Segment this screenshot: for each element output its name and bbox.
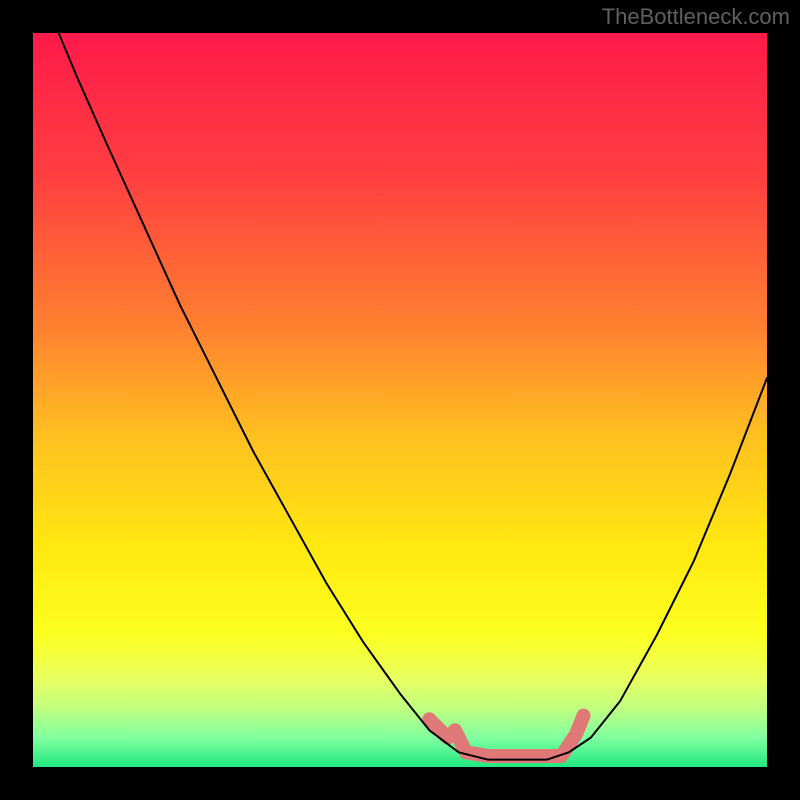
watermark-text: TheBottleneck.com [602, 4, 790, 30]
chart-container: TheBottleneck.com [0, 0, 800, 800]
bottleneck-curve [59, 33, 767, 760]
highlight-band [429, 716, 583, 756]
plot-area [33, 33, 767, 767]
curve-layer [33, 33, 767, 767]
